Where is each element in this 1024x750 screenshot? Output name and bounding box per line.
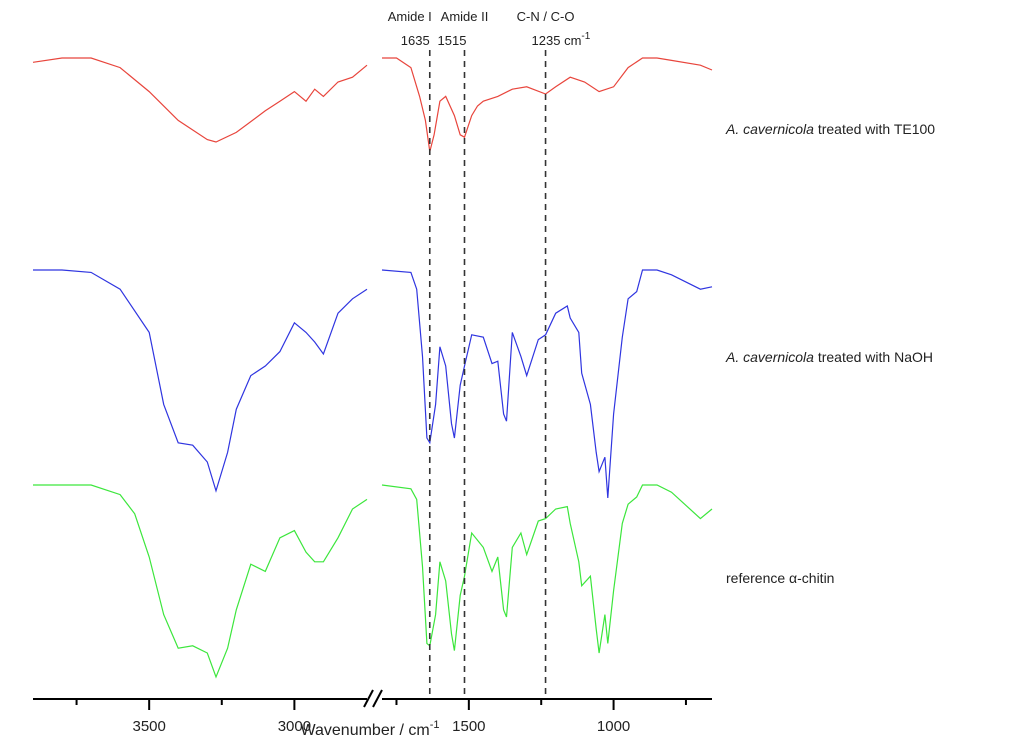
marker-name-amide-ii: Amide II (441, 9, 489, 24)
spectrum-a-cavernicola-treated-with-te100-high-range (32, 57, 368, 143)
series-label-reference-chitin: reference α-chitin (726, 570, 834, 586)
marker-value-c-n-c-o: 1235 cm-1 (532, 31, 591, 48)
axis-break-mark-2 (372, 689, 383, 708)
x-axis-title: Wavenumber / cm-1 (301, 719, 440, 739)
series-label-a-cavernicola-treated-with-naoh: A. cavernicola treated with NaOH (725, 349, 933, 365)
spectrum-a-cavernicola-treated-with-naoh-high-range (33, 269, 368, 493)
x-axis-ticks: 3500 3000 1500 1000 (75, 699, 687, 735)
spectrum-curves (32, 57, 713, 679)
marker-name-amide-i: Amide I (388, 9, 432, 24)
axis-break-mark-1 (363, 689, 374, 708)
spectrum-a-cavernicola-treated-with-naoh-low-range (381, 269, 713, 499)
marker-name-c-n-c-o: C-N / C-O (517, 9, 575, 24)
band-markers: Amide I 1635 Amide II 1515 C-N / C-O 1235 cm-… (388, 9, 591, 699)
x-tick-label-3500: 3500 (132, 718, 165, 735)
x-axis: 3500 3000 1500 1000 Wavenumber / cm-1 (33, 689, 712, 739)
spectrum-reference-chitin-high-range (33, 484, 368, 679)
spectrum-reference-chitin-low-range (381, 484, 713, 654)
series-labels: A. cavernicola treated with TE100 A. cave… (725, 121, 935, 586)
spectrum-a-cavernicola-treated-with-te100-low-range (382, 57, 713, 152)
series-label-a-cavernicola-treated-with-te100: A. cavernicola treated with TE100 (725, 121, 935, 137)
x-tick-label-3000: 3000 (278, 718, 311, 735)
x-tick-label-1500: 1500 (452, 718, 485, 735)
marker-value-amide-ii: 1515 (438, 33, 467, 48)
marker-value-amide-i: 1635 (401, 33, 430, 48)
x-tick-label-1000: 1000 (597, 718, 630, 735)
